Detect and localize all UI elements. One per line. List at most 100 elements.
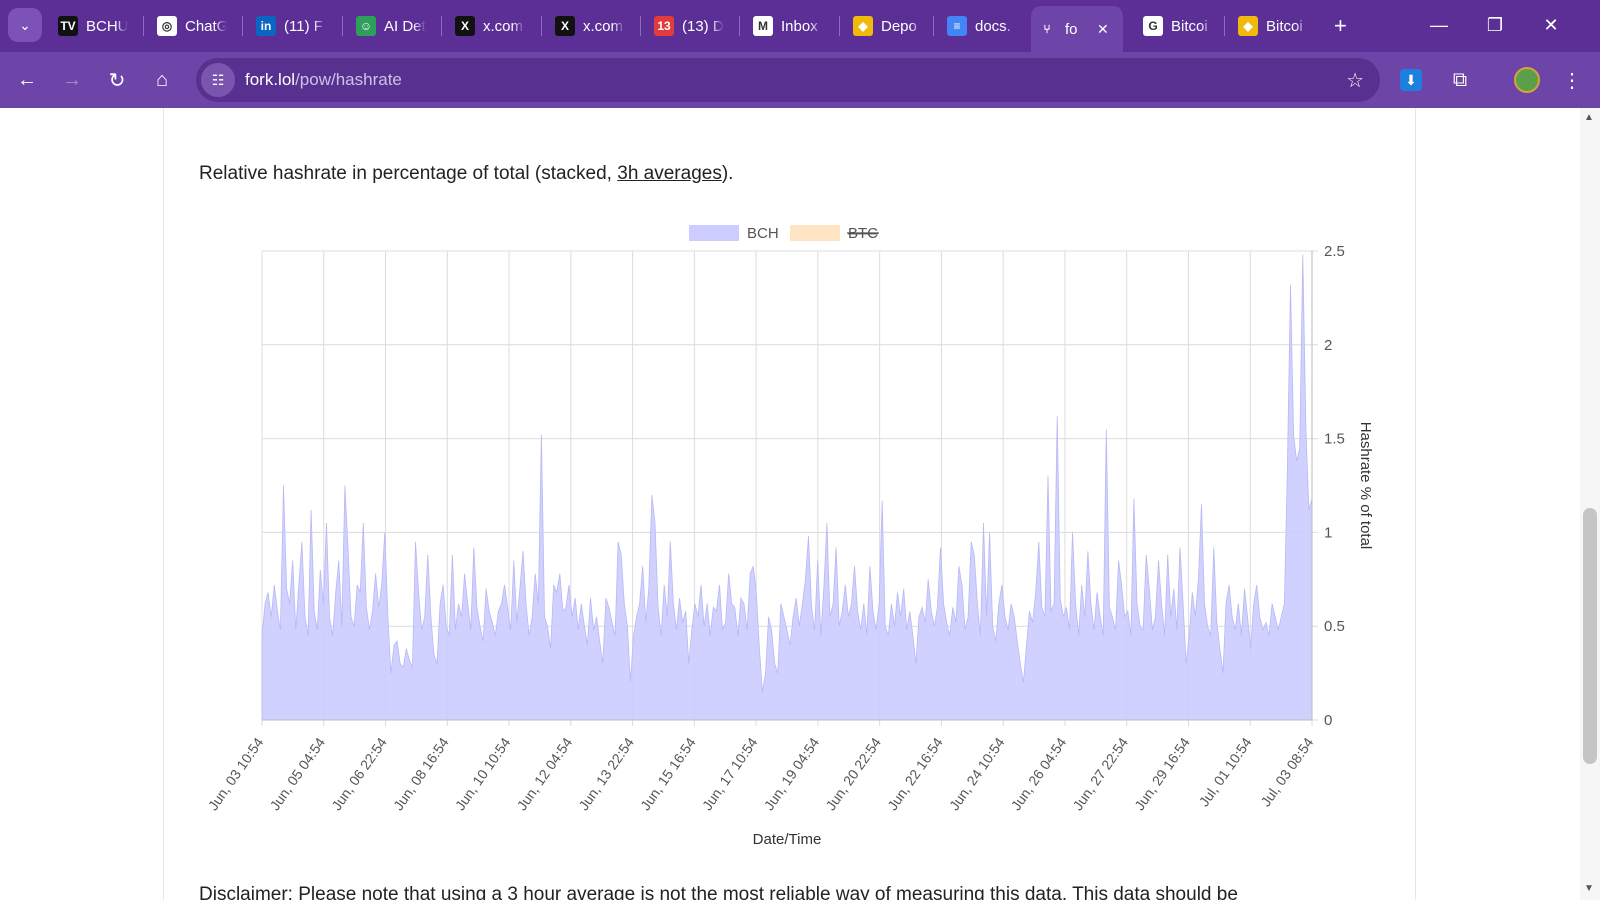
reload-button[interactable]: ↻ xyxy=(103,66,131,94)
scroll-thumb[interactable] xyxy=(1583,508,1597,764)
tab-separator xyxy=(441,16,442,36)
home-icon: ⌂ xyxy=(155,68,169,91)
tab-label: x.com xyxy=(583,17,624,35)
binance-icon: ◆ xyxy=(853,16,873,36)
tab-label: BCHU xyxy=(86,17,128,35)
url-path: /pow/hashrate xyxy=(295,70,402,89)
tab-12[interactable]: ◆ Bitcoi xyxy=(1238,8,1328,44)
profile-avatar[interactable] xyxy=(1514,67,1540,93)
google-icon: G xyxy=(1143,16,1163,36)
legend-label-bch[interactable]: BCH xyxy=(747,225,779,242)
averages-link[interactable]: 3h averages xyxy=(617,163,722,184)
x-icon: X xyxy=(555,16,575,36)
tab-label: fo xyxy=(1065,20,1078,38)
tab-10[interactable]: ⑂ fo ✕ xyxy=(1031,6,1123,52)
scroll-down-arrow-icon[interactable]: ▼ xyxy=(1584,883,1594,894)
back-button[interactable]: ← xyxy=(13,66,41,94)
fork-icon: ⑂ xyxy=(1037,19,1057,39)
tab-separator xyxy=(839,16,840,36)
url-host: fork.lol xyxy=(245,70,296,89)
x-tick-label: Jun, 29 16:54 xyxy=(1131,734,1193,813)
x-tick-label: Jun, 03 10:54 xyxy=(205,734,267,813)
tab-label: AI Det xyxy=(384,17,426,35)
close-icon: ✕ xyxy=(1543,14,1559,35)
x-axis-title: Date/Time xyxy=(753,831,822,848)
tab-separator xyxy=(342,16,343,36)
y-tick-label: 0.5 xyxy=(1324,618,1345,635)
arrow-right-icon: → xyxy=(62,68,82,91)
gmail-icon: M xyxy=(753,16,773,36)
url-text[interactable]: fork.lol/pow/hashrate xyxy=(245,70,402,90)
close-tab-icon[interactable]: ✕ xyxy=(1097,20,1109,37)
y-tick-label: 2 xyxy=(1324,337,1332,354)
linkedin-icon: in xyxy=(256,16,276,36)
tab-separator xyxy=(1224,16,1225,36)
tab-7[interactable]: M Inbox xyxy=(753,8,843,44)
site-info-button[interactable]: ☷ xyxy=(201,63,235,97)
legend-swatch-btc[interactable] xyxy=(790,225,840,241)
tab-label: Bitcoi xyxy=(1266,17,1303,35)
content-border-right xyxy=(1415,108,1416,900)
chart-heading: Relative hashrate in percentage of total… xyxy=(199,163,733,185)
minimize-button[interactable]: — xyxy=(1424,10,1454,40)
x-tick-label: Jun, 17 10:54 xyxy=(699,734,761,813)
tab-search-button[interactable]: ⌄ xyxy=(8,8,42,42)
forward-button[interactable]: → xyxy=(58,66,86,94)
page-scrollbar[interactable]: ▲ ▼ xyxy=(1580,108,1600,900)
openai-icon: ◎ xyxy=(157,16,177,36)
robot-icon: ☺ xyxy=(356,16,376,36)
x-tick-label: Jun, 13 22:54 xyxy=(575,734,637,813)
binance-icon: ◆ xyxy=(1238,16,1258,36)
y-axis-title: Hashrate % of total xyxy=(1357,422,1374,550)
tab-label: Bitcoi xyxy=(1171,17,1208,35)
tab-1[interactable]: ◎ ChatG xyxy=(157,8,247,44)
new-tab-button[interactable]: + xyxy=(1334,13,1347,38)
bch-area-series xyxy=(261,254,1313,721)
legend-swatch-bch[interactable] xyxy=(689,225,739,241)
tab-label: (11) F xyxy=(284,17,323,35)
x-tick-label: Jun, 26 04:54 xyxy=(1008,734,1070,813)
tab-separator xyxy=(242,16,243,36)
y-tick-label: 2.5 xyxy=(1324,243,1345,260)
minimize-icon: — xyxy=(1430,14,1448,35)
home-button[interactable]: ⌂ xyxy=(148,66,176,94)
google-docs-icon: ≡ xyxy=(947,16,967,36)
bookmark-star-button[interactable]: ☆ xyxy=(1346,68,1364,93)
tab-11[interactable]: G Bitcoi xyxy=(1143,8,1233,44)
close-window-button[interactable]: ✕ xyxy=(1536,10,1566,40)
tradingview-icon: TV xyxy=(58,16,78,36)
star-icon: ☆ xyxy=(1346,70,1364,92)
x-tick-label: Jul, 01 10:54 xyxy=(1196,734,1255,809)
more-vert-icon: ⋮ xyxy=(1562,69,1582,92)
x-tick-label: Jun, 20 22:54 xyxy=(822,734,884,813)
tab-3[interactable]: ☺ AI Det xyxy=(356,8,446,44)
x-tick-label: Jun, 10 10:54 xyxy=(452,734,514,813)
x-tick-label: Jun, 12 04:54 xyxy=(514,734,576,813)
menu-button[interactable]: ⋮ xyxy=(1558,66,1586,94)
tune-icon: ☷ xyxy=(211,71,225,88)
tab-label: docs. xyxy=(975,17,1011,35)
tab-2[interactable]: in (11) F xyxy=(256,8,346,44)
x-tick-label: Jun, 27 22:54 xyxy=(1069,734,1131,813)
y-tick-label: 1.5 xyxy=(1324,431,1345,448)
discord-badge-icon: 13 xyxy=(654,16,674,36)
tab-9[interactable]: ≡ docs. xyxy=(947,8,1037,44)
tab-6[interactable]: 13 (13) D xyxy=(654,8,744,44)
tab-8[interactable]: ◆ Depo xyxy=(853,8,943,44)
address-bar[interactable]: ☷ fork.lol/pow/hashrate ☆ xyxy=(196,58,1380,102)
tab-separator xyxy=(933,16,934,36)
scroll-up-arrow-icon[interactable]: ▲ xyxy=(1584,112,1594,123)
download-button[interactable]: ⬇ xyxy=(1400,69,1422,91)
restore-button[interactable]: ❐ xyxy=(1480,10,1510,40)
disclaimer-text: Disclaimer: Please note that using a 3 h… xyxy=(199,884,1238,900)
extensions-button[interactable]: ⧉ xyxy=(1446,66,1474,94)
tab-label: Inbox xyxy=(781,17,818,35)
tab-label: x.com xyxy=(483,17,524,35)
tab-0[interactable]: TV BCHU xyxy=(58,8,148,44)
tab-label: ChatG xyxy=(185,17,227,35)
page-content: Relative hashrate in percentage of total… xyxy=(0,108,1580,900)
